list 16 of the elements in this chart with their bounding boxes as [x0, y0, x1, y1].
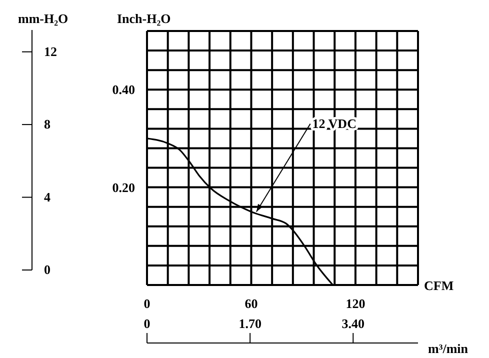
x2-axis-title: m³/min — [428, 341, 469, 356]
y2-axis-title: mm-H₂O — [18, 11, 68, 26]
x-tick-label: 0 — [144, 296, 150, 312]
x-axis-title: CFM — [424, 278, 454, 293]
y-tick-label: 0.20 — [112, 180, 135, 195]
y2-tick-label: 0 — [44, 262, 50, 277]
y2-tick-label: 4 — [44, 189, 51, 204]
y-tick-label: 0.40 — [112, 82, 135, 98]
x2-tick-label: 0 — [144, 316, 150, 331]
y2-tick-label: 8 — [44, 116, 51, 132]
x-tick-label: 120 — [346, 296, 366, 312]
y-axis-title: Inch-H₂O — [117, 11, 171, 26]
x2-tick-label: 1.70 — [238, 316, 262, 331]
y2-tick-label: 12 — [44, 44, 57, 59]
x-tick-label: 60 — [244, 296, 258, 312]
x2-tick-label: 3.40 — [342, 316, 365, 331]
